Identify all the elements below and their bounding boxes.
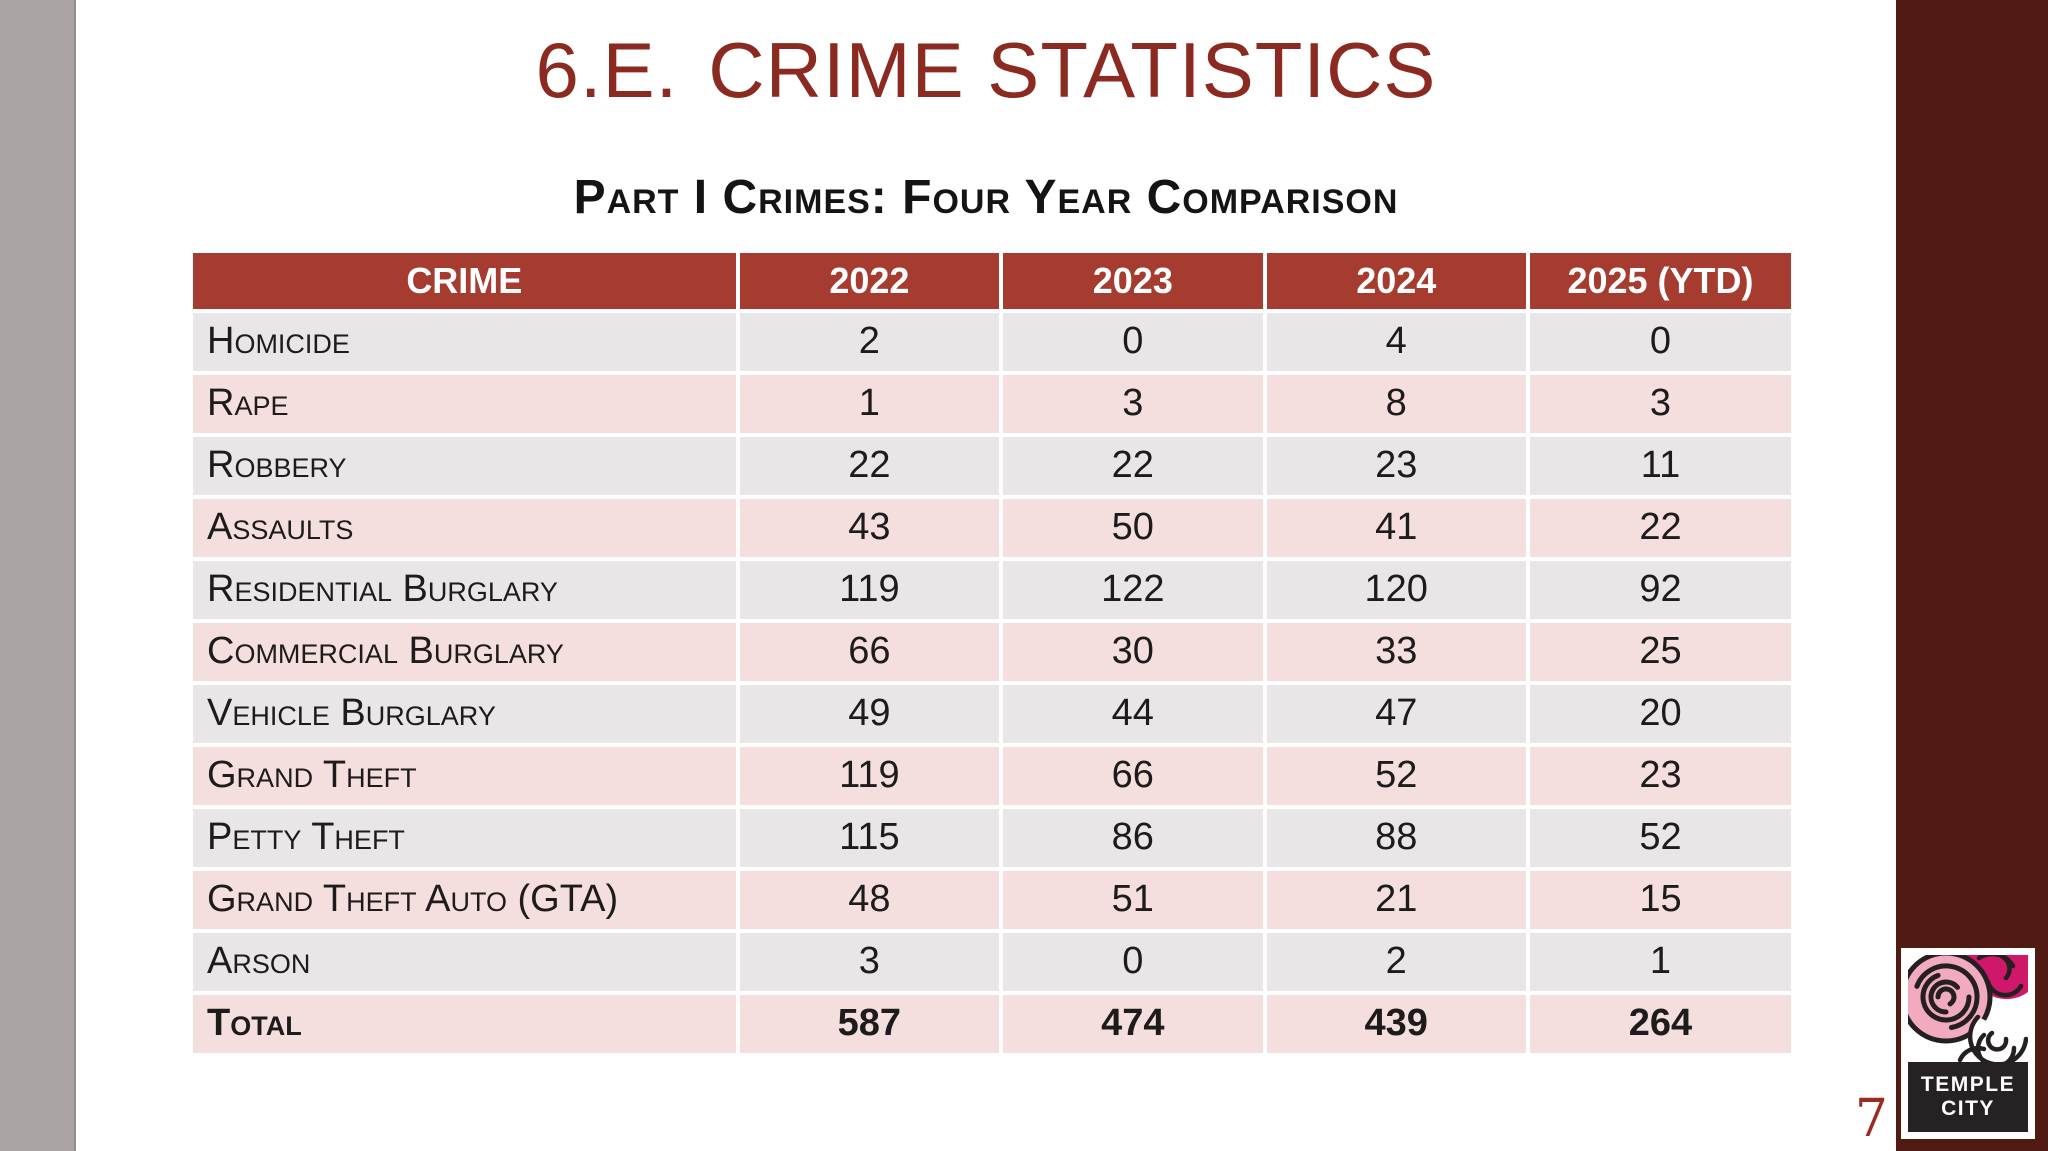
crime-value: 52 [1529, 808, 1791, 867]
crime-value: 119 [739, 746, 1000, 805]
total-value: 474 [1003, 994, 1263, 1053]
crime-value: 21 [1266, 870, 1526, 929]
logo-line-temple: TEMPLE [1920, 1072, 2016, 1096]
crime-value: 0 [1529, 312, 1791, 371]
page-title: 6.E. CRIME STATISTICS [76, 29, 1896, 112]
table-row-total: Total 587 474 439 264 [193, 994, 1791, 1053]
crime-value: 119 [739, 560, 1000, 619]
crime-label: Grand Theft [193, 746, 736, 805]
column-header-2024: 2024 [1266, 252, 1526, 309]
crime-value: 8 [1266, 374, 1526, 433]
crime-value: 20 [1529, 684, 1791, 743]
temple-city-logo-text: TEMPLE CITY [1908, 1062, 2028, 1132]
table-row-commercial-burglary: Commercial Burglary 66 30 33 25 [193, 622, 1791, 681]
crime-value: 48 [739, 870, 1000, 929]
column-header-2022: 2022 [739, 252, 1000, 309]
column-header-2025-ytd: 2025 (YTD) [1529, 252, 1791, 309]
page-title-number: 6.E. [535, 26, 679, 114]
crime-label: Vehicle Burglary [193, 684, 736, 743]
crime-label: Homicide [193, 312, 736, 371]
crime-label: Arson [193, 932, 736, 991]
crime-label: Rape [193, 374, 736, 433]
crime-label: Petty Theft [193, 808, 736, 867]
crime-value: 23 [1529, 746, 1791, 805]
crime-value: 52 [1266, 746, 1526, 805]
crime-label: Commercial Burglary [193, 622, 736, 681]
table-row-robbery: Robbery 22 22 23 11 [193, 436, 1791, 495]
temple-city-logo: TEMPLE CITY [1901, 948, 2035, 1139]
crime-label: Grand Theft Auto (GTA) [193, 870, 736, 929]
total-label: Total [193, 994, 736, 1053]
table-title: Part I Crimes: Four Year Comparison [573, 170, 1399, 224]
column-header-2023: 2023 [1003, 252, 1263, 309]
crime-label: Residential Burglary [193, 560, 736, 619]
crime-value: 41 [1266, 498, 1526, 557]
crime-value: 86 [1003, 808, 1263, 867]
total-value: 264 [1529, 994, 1791, 1053]
crime-statistics-table: CRIME 2022 2023 2024 2025 (YTD) Homicide… [189, 249, 1795, 1057]
crime-value: 33 [1266, 622, 1526, 681]
page-title-text: CRIME STATISTICS [708, 26, 1437, 114]
table-row-residential-burglary: Residential Burglary 119 122 120 92 [193, 560, 1791, 619]
crime-value: 47 [1266, 684, 1526, 743]
crime-value: 11 [1529, 436, 1791, 495]
logo-line-city: CITY [1941, 1097, 1995, 1120]
crime-value: 115 [739, 808, 1000, 867]
crime-value: 49 [739, 684, 1000, 743]
crime-value: 3 [739, 932, 1000, 991]
crime-value: 50 [1003, 498, 1263, 557]
crime-value: 22 [1003, 436, 1263, 495]
table-row-vehicle-burglary: Vehicle Burglary 49 44 47 20 [193, 684, 1791, 743]
crime-value: 2 [739, 312, 1000, 371]
slide-content: 6.E. CRIME STATISTICS Part I Crimes: Four… [76, 0, 1896, 1057]
crime-label: Assaults [193, 498, 736, 557]
camellia-flower-icon [1908, 955, 2028, 1062]
total-value: 587 [739, 994, 1000, 1053]
crime-value: 1 [739, 374, 1000, 433]
table-row-arson: Arson 3 0 2 1 [193, 932, 1791, 991]
crime-value: 2 [1266, 932, 1526, 991]
crime-value: 22 [739, 436, 1000, 495]
crime-value: 66 [739, 622, 1000, 681]
table-row-petty-theft: Petty Theft 115 86 88 52 [193, 808, 1791, 867]
page-number: 7 [1854, 1089, 1888, 1149]
crime-value: 92 [1529, 560, 1791, 619]
crime-value: 4 [1266, 312, 1526, 371]
table-row-rape: Rape 1 3 8 3 [193, 374, 1791, 433]
crime-value: 25 [1529, 622, 1791, 681]
crime-value: 23 [1266, 436, 1526, 495]
right-maroon-sidebar: TEMPLE CITY [1896, 0, 2048, 1151]
column-header-crime: CRIME [193, 252, 736, 309]
crime-value: 3 [1003, 374, 1263, 433]
table-row-grand-theft-auto: Grand Theft Auto (GTA) 48 51 21 15 [193, 870, 1791, 929]
table-row-assaults: Assaults 43 50 41 22 [193, 498, 1791, 557]
crime-value: 15 [1529, 870, 1791, 929]
crime-value: 120 [1266, 560, 1526, 619]
crime-value: 44 [1003, 684, 1263, 743]
crime-value: 51 [1003, 870, 1263, 929]
crime-value: 66 [1003, 746, 1263, 805]
crime-value: 22 [1529, 498, 1791, 557]
crime-value: 0 [1003, 312, 1263, 371]
table-row-grand-theft: Grand Theft 119 66 52 23 [193, 746, 1791, 805]
total-value: 439 [1266, 994, 1526, 1053]
crime-label: Robbery [193, 436, 736, 495]
crime-value: 30 [1003, 622, 1263, 681]
crime-value: 3 [1529, 374, 1791, 433]
crime-value: 1 [1529, 932, 1791, 991]
crime-value: 43 [739, 498, 1000, 557]
crime-value: 88 [1266, 808, 1526, 867]
table-row-homicide: Homicide 2 0 4 0 [193, 312, 1791, 371]
crime-value: 122 [1003, 560, 1263, 619]
crime-value: 0 [1003, 932, 1263, 991]
left-gray-strip [0, 0, 76, 1151]
table-header-row: CRIME 2022 2023 2024 2025 (YTD) [193, 252, 1791, 309]
